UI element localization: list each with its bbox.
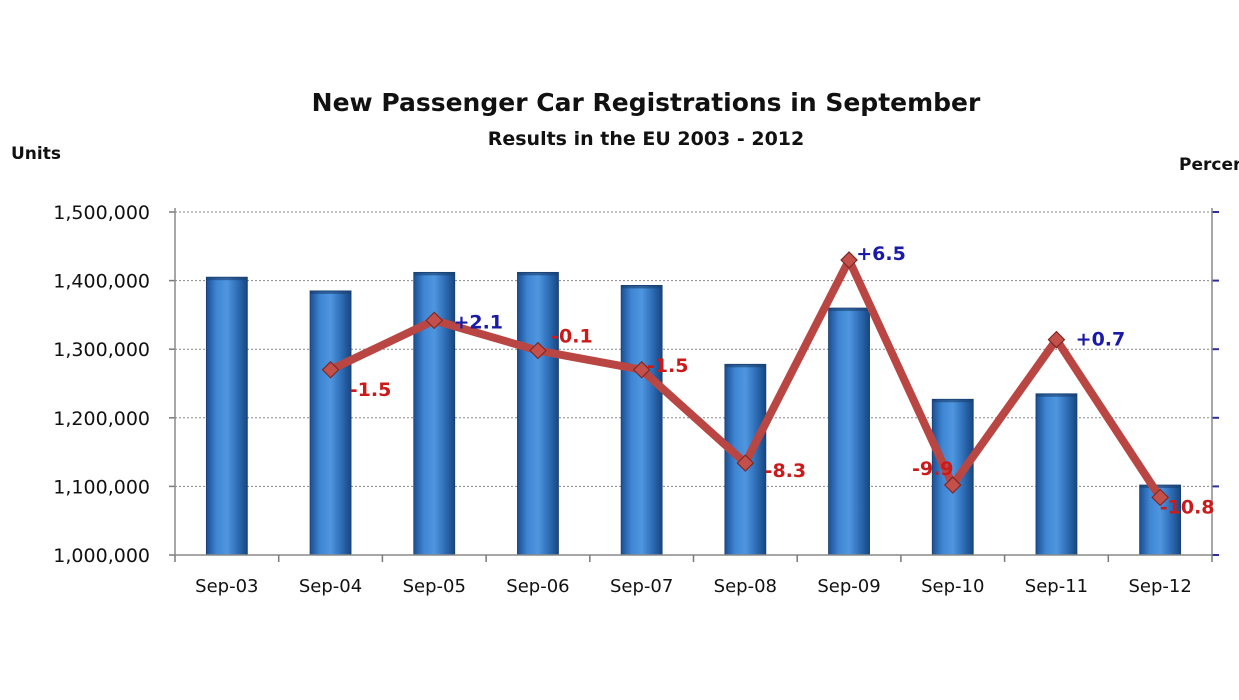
chart-subtitle: Results in the EU 2003 - 2012 xyxy=(487,128,805,150)
percent-marker xyxy=(943,476,962,494)
right-axis-title: Percer xyxy=(1179,155,1239,175)
percent-marker xyxy=(425,311,444,330)
x-tick-label: Sep-05 xyxy=(403,576,466,597)
bar xyxy=(828,307,870,556)
bar-cap xyxy=(621,285,663,289)
bar-cap xyxy=(310,290,352,294)
left-axis-title: Units xyxy=(11,144,61,164)
bar xyxy=(517,271,559,556)
percent-marker xyxy=(529,341,547,360)
bar xyxy=(620,285,663,556)
x-tick-label: Sep-12 xyxy=(1128,576,1191,597)
percent-label: -1.5 xyxy=(647,355,689,377)
x-tick-label: Sep-07 xyxy=(610,576,673,597)
bar-cap xyxy=(517,272,559,276)
y-tick-label: 1,100,000 xyxy=(53,476,150,498)
bar xyxy=(1035,393,1078,556)
y-tick-label: 1,400,000 xyxy=(53,271,150,293)
y-tick-label: 1,500,000 xyxy=(53,202,150,224)
bar-cap xyxy=(1035,393,1077,397)
chart-title: New Passenger Car Registrations in Septe… xyxy=(311,88,981,117)
percent-marker xyxy=(840,251,858,269)
percent-label: -10.8 xyxy=(1160,496,1215,518)
percent-marker xyxy=(321,360,340,379)
bar-cap xyxy=(413,272,455,276)
bar-cap xyxy=(828,308,870,312)
bar-cap xyxy=(932,399,974,403)
percent-marker xyxy=(632,360,651,379)
percent-label: -1.5 xyxy=(350,379,392,401)
x-tick-label: Sep-09 xyxy=(817,576,880,597)
percent-label: +0.7 xyxy=(1076,329,1126,351)
x-tick-label: Sep-10 xyxy=(921,576,984,597)
percent-marker xyxy=(1151,488,1169,507)
bar-cap xyxy=(724,364,766,368)
x-tick-label: Sep-06 xyxy=(506,576,569,597)
percent-label: +6.5 xyxy=(856,243,906,265)
x-tick-label: Sep-11 xyxy=(1025,576,1088,597)
percent-label: -0.1 xyxy=(551,326,593,348)
y-tick-label: 1,000,000 xyxy=(53,545,150,567)
bar-cap xyxy=(1139,485,1181,489)
y-tick-label: 1,300,000 xyxy=(53,339,150,361)
percent-marker xyxy=(736,454,755,472)
x-tick-label: Sep-04 xyxy=(299,576,362,597)
x-tick-label: Sep-03 xyxy=(195,576,258,597)
bar xyxy=(309,290,352,556)
percent-label: -9.9 xyxy=(912,458,954,480)
bar-cap xyxy=(206,277,248,281)
y-tick-label: 1,200,000 xyxy=(53,408,150,430)
x-tick-label: Sep-08 xyxy=(714,576,777,597)
percent-label: +2.1 xyxy=(453,311,503,333)
percent-marker xyxy=(1047,330,1066,349)
bar xyxy=(205,276,248,556)
percent-label: -8.3 xyxy=(765,460,807,482)
